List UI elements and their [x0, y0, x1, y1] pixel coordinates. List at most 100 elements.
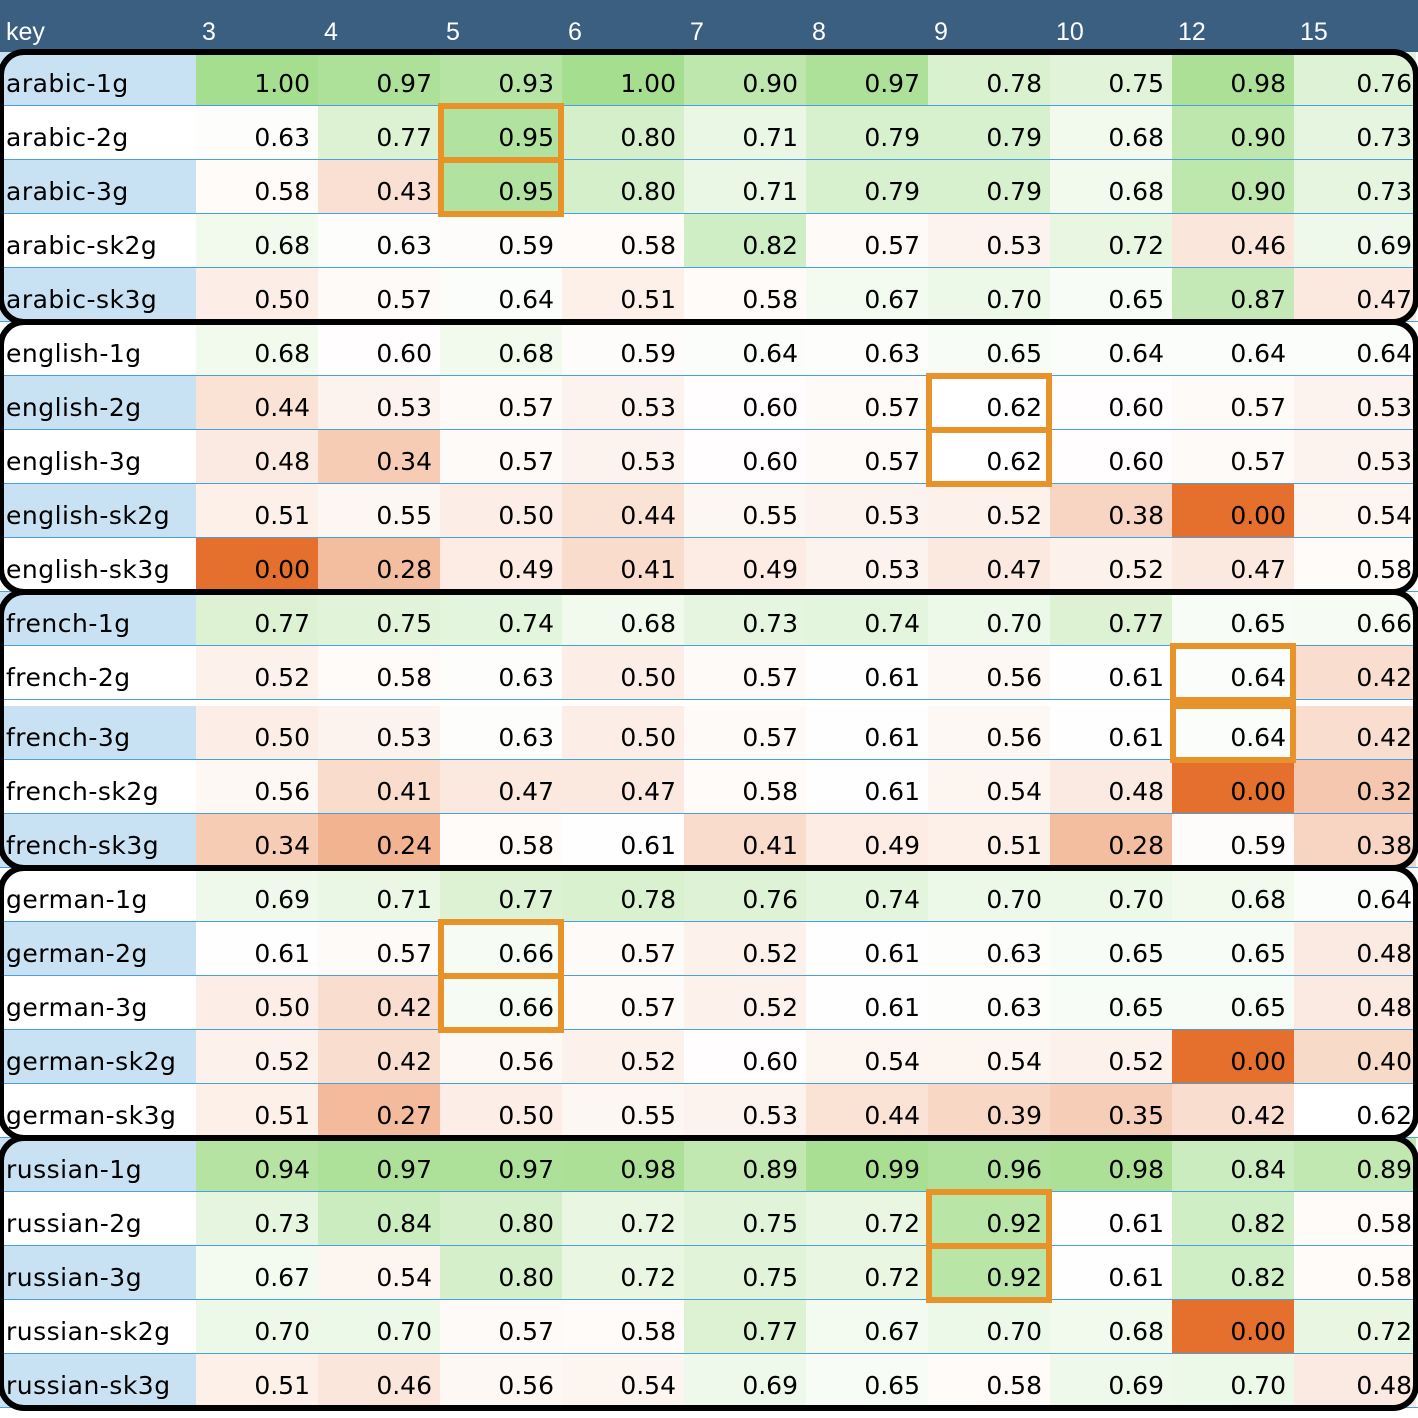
- heatmap-cell: 0.78: [928, 52, 1050, 106]
- heatmap-cell: 0.53: [1294, 430, 1416, 484]
- heatmap-cell: 1.00: [196, 52, 318, 106]
- heatmap-cell: 0.62: [928, 430, 1050, 484]
- heatmap-cell: 0.53: [684, 1084, 806, 1138]
- heatmap-cell: 0.49: [684, 538, 806, 592]
- heatmap-cell: 0.38: [1050, 484, 1172, 538]
- heatmap-cell: 0.77: [1050, 592, 1172, 646]
- heatmap-cell: 0.51: [196, 484, 318, 538]
- heatmap-cell: 0.38: [1294, 814, 1416, 868]
- heatmap-cell: 0.61: [1050, 646, 1172, 700]
- row-label: french-3g: [0, 706, 196, 760]
- heatmap-cell: 0.68: [196, 214, 318, 268]
- heatmap-cell: 0.70: [1172, 1354, 1294, 1408]
- heatmap-cell: 0.92: [928, 1192, 1050, 1246]
- row-label: english-1g: [0, 322, 196, 376]
- heatmap-cell: 0.56: [440, 1354, 562, 1408]
- heatmap-cell: 0.41: [318, 760, 440, 814]
- heatmap-cell: 0.70: [196, 1300, 318, 1354]
- heatmap-cell: 0.74: [440, 592, 562, 646]
- heatmap-cell: 0.65: [1050, 976, 1172, 1030]
- row-label: arabic-1g: [0, 52, 196, 106]
- heatmap-cell: 0.77: [196, 592, 318, 646]
- heatmap-cell: 0.87: [1172, 268, 1294, 322]
- heatmap-cell: 0.53: [562, 430, 684, 484]
- heatmap-cell: 0.61: [196, 922, 318, 976]
- heatmap-cell: 0.00: [1172, 1030, 1294, 1084]
- heatmap-cell: 0.53: [1294, 376, 1416, 430]
- row-label: english-3g: [0, 430, 196, 484]
- heatmap-cell: 0.27: [318, 1084, 440, 1138]
- heatmap-cell: 0.34: [196, 814, 318, 868]
- heatmap-cell: 0.48: [1294, 976, 1416, 1030]
- row-label: arabic-3g: [0, 160, 196, 214]
- row-separator: [0, 699, 1418, 700]
- heatmap-cell: 0.48: [1050, 760, 1172, 814]
- heatmap-cell: 0.61: [806, 922, 928, 976]
- heatmap-cell: 0.64: [1172, 706, 1294, 760]
- heatmap-cell: 0.57: [1172, 430, 1294, 484]
- heatmap-cell: 0.72: [806, 1246, 928, 1300]
- heatmap-cell: 0.67: [196, 1246, 318, 1300]
- heatmap-cell: 0.76: [1294, 52, 1416, 106]
- heatmap-cell: 0.54: [318, 1246, 440, 1300]
- heatmap-cell: 0.56: [196, 760, 318, 814]
- corner-label: key: [6, 18, 45, 46]
- heatmap-cell: 0.73: [684, 592, 806, 646]
- heatmap-cell: 0.42: [318, 1030, 440, 1084]
- heatmap-cell: 0.79: [928, 106, 1050, 160]
- heatmap-cell: 0.75: [1050, 52, 1172, 106]
- row-separator: [0, 159, 1418, 160]
- heatmap-cell: 0.53: [562, 376, 684, 430]
- heatmap-cell: 0.99: [806, 1138, 928, 1192]
- heatmap-cell: 0.57: [684, 646, 806, 700]
- heatmap-cell: 0.48: [196, 430, 318, 484]
- row-label: french-1g: [0, 592, 196, 646]
- heatmap-cell: 0.58: [1294, 538, 1416, 592]
- heatmap-cell: 0.73: [1294, 106, 1416, 160]
- heatmap-cell: 0.00: [1172, 760, 1294, 814]
- heatmap-cell: 0.53: [928, 214, 1050, 268]
- heatmap-cell: 0.77: [440, 868, 562, 922]
- row-label: arabic-sk2g: [0, 214, 196, 268]
- row-separator: [0, 1407, 1418, 1408]
- heatmap-cell: 0.98: [1172, 52, 1294, 106]
- heatmap-cell: 0.89: [684, 1138, 806, 1192]
- heatmap-cell: 0.63: [928, 976, 1050, 1030]
- heatmap-cell: 0.58: [196, 160, 318, 214]
- heatmap-cell: 0.28: [318, 538, 440, 592]
- row-separator: [0, 1299, 1418, 1300]
- heatmap-cell: 0.61: [806, 760, 928, 814]
- heatmap-cell: 0.71: [684, 106, 806, 160]
- heatmap-cell: 0.58: [562, 214, 684, 268]
- heatmap-cell: 0.53: [318, 376, 440, 430]
- heatmap-cell: 0.65: [1050, 268, 1172, 322]
- heatmap-cell: 0.57: [1172, 376, 1294, 430]
- heatmap-cell: 0.75: [318, 592, 440, 646]
- heatmap-cell: 0.80: [562, 160, 684, 214]
- heatmap-cell: 0.51: [562, 268, 684, 322]
- heatmap-cell: 0.97: [806, 52, 928, 106]
- heatmap-cell: 0.52: [684, 922, 806, 976]
- heatmap-cell: 0.28: [1050, 814, 1172, 868]
- heatmap-cell: 0.95: [440, 160, 562, 214]
- row-separator: [0, 213, 1418, 214]
- heatmap-cell: 0.63: [440, 706, 562, 760]
- heatmap-cell: 0.57: [318, 922, 440, 976]
- row-separator: [0, 975, 1418, 976]
- heatmap-cell: 0.68: [1050, 160, 1172, 214]
- heatmap-cell: 0.48: [1294, 922, 1416, 976]
- heatmap-cell: 0.53: [806, 538, 928, 592]
- heatmap-cell: 0.89: [1294, 1138, 1416, 1192]
- heatmap-cell: 0.70: [928, 592, 1050, 646]
- heatmap-cell: 0.98: [562, 1138, 684, 1192]
- column-header: 4: [324, 18, 338, 46]
- heatmap-cell: 0.52: [1050, 1030, 1172, 1084]
- row-label: german-1g: [0, 868, 196, 922]
- row-label: french-2g: [0, 646, 196, 700]
- heatmap-cell: 0.78: [562, 868, 684, 922]
- heatmap-cell: 0.66: [1294, 592, 1416, 646]
- heatmap-cell: 0.00: [1172, 484, 1294, 538]
- heatmap-cell: 0.57: [806, 430, 928, 484]
- heatmap-cell: 0.74: [806, 592, 928, 646]
- heatmap-cell: 0.63: [928, 922, 1050, 976]
